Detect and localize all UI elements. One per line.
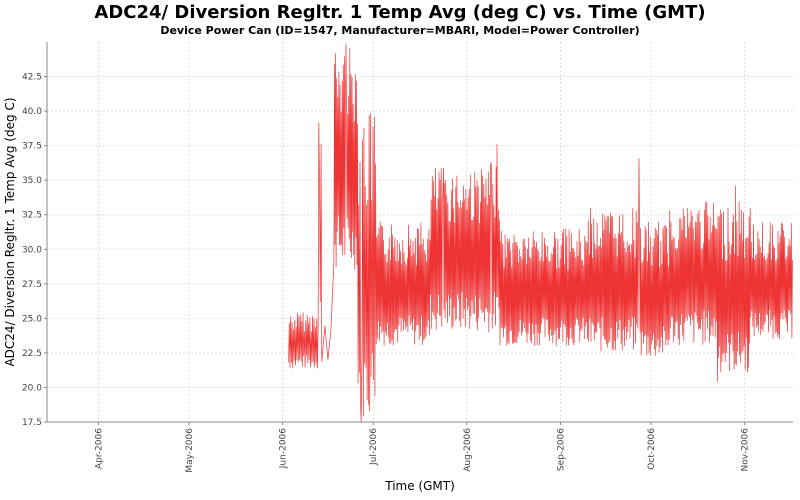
y-tick-label: 42.5 (22, 73, 42, 83)
y-axis-label: ADC24/ Diversion Regltr. 1 Temp Avg (deg… (3, 97, 17, 367)
chart-title: ADC24/ Diversion Regltr. 1 Temp Avg (deg… (94, 2, 706, 23)
y-tick-label: 37.5 (22, 142, 42, 152)
series-line (288, 43, 793, 423)
y-tick-label: 20.0 (22, 383, 42, 393)
y-tick-label: 32.5 (22, 211, 42, 221)
y-tick-label: 17.5 (22, 418, 42, 428)
x-tick-label: Jul-2006 (369, 428, 379, 466)
x-tick-label: Apr-2006 (94, 428, 104, 469)
chart-subtitle: Device Power Can (ID=1547, Manufacturer=… (160, 24, 640, 37)
y-tick-label: 40.0 (22, 107, 42, 117)
plot-area (47, 42, 793, 422)
x-tick-label: Aug-2006 (463, 428, 473, 472)
x-tick-label: May-2006 (185, 428, 195, 473)
y-tick-label: 25.0 (22, 314, 42, 324)
x-tick-label: Sep-2006 (556, 428, 566, 471)
x-axis-label: Time (GMT) (385, 479, 455, 493)
y-tick-label: 30.0 (22, 245, 42, 255)
y-tick-label: 35.0 (22, 176, 42, 186)
x-tick-label: Nov-2006 (741, 428, 751, 472)
x-tick-label: Jun-2006 (279, 428, 289, 469)
y-axis-ticks: 17.5 20.0 22.5 25.0 27.5 30.0 32.5 35.0 37.5 40.0… (22, 73, 47, 428)
x-axis-ticks: Apr-2006 May-2006 Jun-2006 Jul-2006 Aug-2006… (94, 422, 751, 473)
y-tick-label: 27.5 (22, 280, 42, 290)
y-tick-label: 22.5 (22, 349, 42, 359)
x-tick-label: Oct-2006 (647, 428, 657, 470)
